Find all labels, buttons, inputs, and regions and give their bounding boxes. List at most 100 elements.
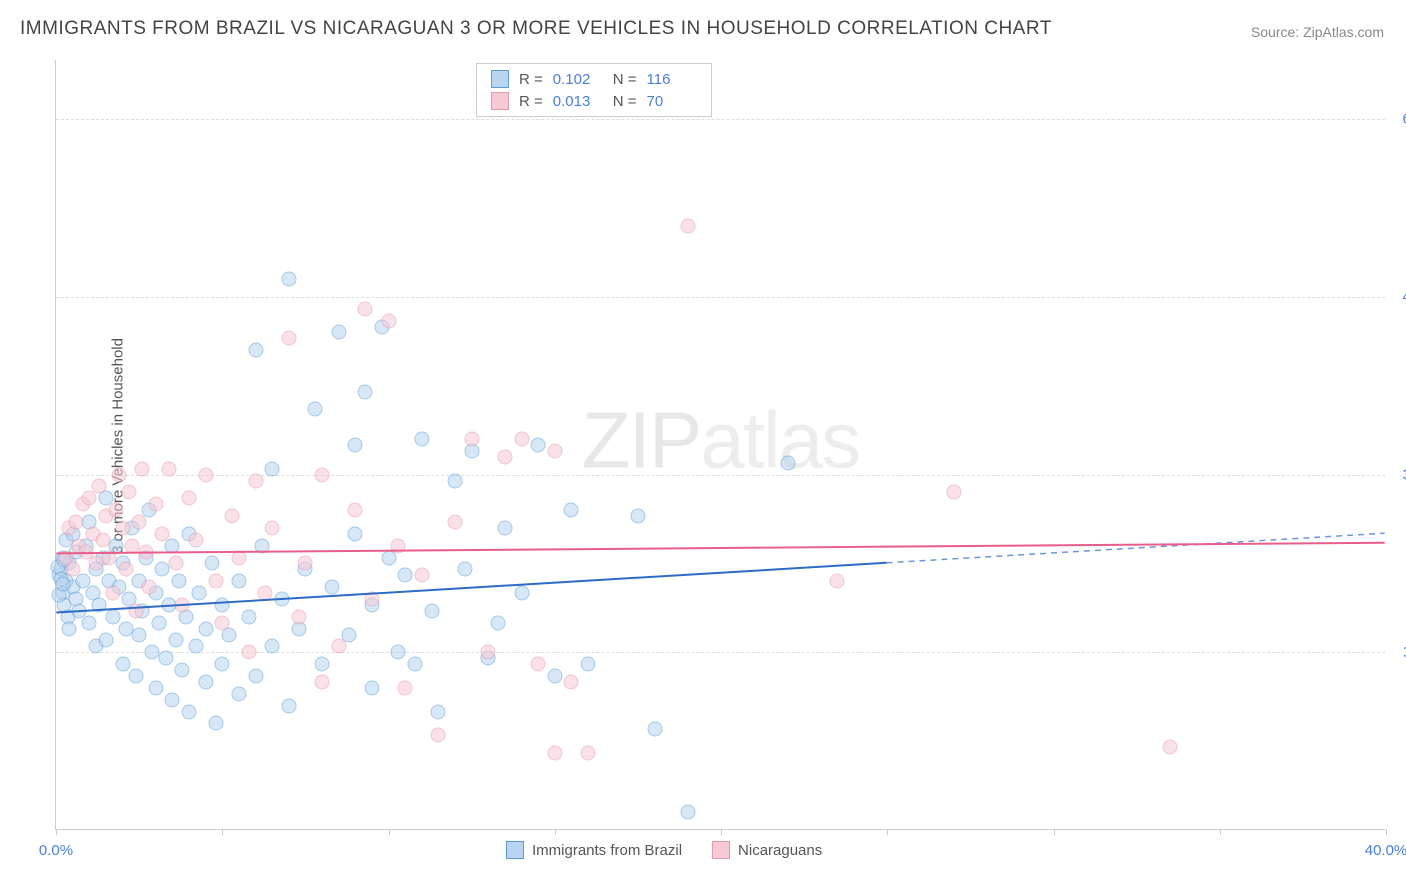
scatter-point xyxy=(248,343,263,358)
scatter-point xyxy=(448,473,463,488)
scatter-point xyxy=(231,550,246,565)
scatter-point xyxy=(431,704,446,719)
scatter-point xyxy=(122,485,137,500)
scatter-point xyxy=(115,520,130,535)
scatter-point xyxy=(241,645,256,660)
x-tick xyxy=(1386,829,1387,835)
scatter-point xyxy=(497,449,512,464)
scatter-point xyxy=(315,467,330,482)
scatter-point xyxy=(281,698,296,713)
scatter-point xyxy=(231,686,246,701)
x-tick xyxy=(555,829,556,835)
bottom-legend: Immigrants from Brazil Nicaraguans xyxy=(506,841,822,859)
scatter-point xyxy=(348,438,363,453)
x-tick-label: 0.0% xyxy=(39,842,73,859)
chart-title: IMMIGRANTS FROM BRAZIL VS NICARAGUAN 3 O… xyxy=(20,18,1052,40)
scatter-point xyxy=(65,562,80,577)
scatter-point xyxy=(132,515,147,530)
scatter-point xyxy=(414,568,429,583)
legend-label-0: Immigrants from Brazil xyxy=(532,842,682,859)
scatter-point xyxy=(464,432,479,447)
scatter-point xyxy=(175,663,190,678)
y-tick-label: 45.0% xyxy=(1390,288,1406,305)
scatter-point xyxy=(155,526,170,541)
scatter-point xyxy=(547,746,562,761)
scatter-point xyxy=(188,639,203,654)
scatter-point xyxy=(248,473,263,488)
scatter-point xyxy=(358,301,373,316)
scatter-point xyxy=(165,538,180,553)
r-label: R = xyxy=(519,93,543,110)
scatter-point xyxy=(680,218,695,233)
scatter-point xyxy=(531,438,546,453)
scatter-point xyxy=(381,550,396,565)
scatter-point xyxy=(581,746,596,761)
scatter-point xyxy=(112,467,127,482)
scatter-point xyxy=(152,615,167,630)
stats-legend: R = 0.102 N = 116 R = 0.013 N = 70 xyxy=(476,63,712,117)
gridline xyxy=(56,119,1385,120)
scatter-point xyxy=(205,556,220,571)
scatter-point xyxy=(281,331,296,346)
n-label: N = xyxy=(613,93,637,110)
plot-area: ZIPatlas 15.0%30.0%45.0%60.0% 0.0%40.0% … xyxy=(55,60,1385,830)
scatter-point xyxy=(780,455,795,470)
r-value-0: 0.102 xyxy=(553,71,603,88)
scatter-point xyxy=(168,556,183,571)
scatter-point xyxy=(481,645,496,660)
y-tick-label: 30.0% xyxy=(1390,466,1406,483)
scatter-point xyxy=(291,609,306,624)
watermark: ZIPatlas xyxy=(582,394,859,486)
scatter-point xyxy=(448,515,463,530)
swatch-series-1 xyxy=(491,92,509,110)
scatter-point xyxy=(208,574,223,589)
scatter-point xyxy=(348,503,363,518)
n-value-1: 70 xyxy=(647,93,697,110)
scatter-point xyxy=(108,503,123,518)
scatter-point xyxy=(514,586,529,601)
scatter-point xyxy=(241,609,256,624)
scatter-point xyxy=(255,538,270,553)
scatter-point xyxy=(514,432,529,447)
scatter-point xyxy=(105,586,120,601)
scatter-point xyxy=(265,639,280,654)
scatter-point xyxy=(182,491,197,506)
stats-row-series-0: R = 0.102 N = 116 xyxy=(491,68,697,90)
scatter-point xyxy=(431,728,446,743)
scatter-point xyxy=(248,669,263,684)
legend-swatch-1 xyxy=(712,841,730,859)
scatter-point xyxy=(92,597,107,612)
scatter-point xyxy=(491,615,506,630)
scatter-point xyxy=(135,461,150,476)
x-tick xyxy=(1054,829,1055,835)
y-tick-label: 15.0% xyxy=(1390,644,1406,661)
scatter-point xyxy=(398,680,413,695)
x-tick xyxy=(887,829,888,835)
scatter-point xyxy=(391,538,406,553)
scatter-point xyxy=(162,461,177,476)
scatter-point xyxy=(424,603,439,618)
x-tick xyxy=(721,829,722,835)
scatter-point xyxy=(231,574,246,589)
legend-label-1: Nicaraguans xyxy=(738,842,822,859)
scatter-point xyxy=(198,467,213,482)
scatter-point xyxy=(414,432,429,447)
scatter-point xyxy=(547,669,562,684)
scatter-point xyxy=(168,633,183,648)
scatter-point xyxy=(95,532,110,547)
scatter-point xyxy=(128,669,143,684)
scatter-point xyxy=(946,485,961,500)
scatter-point xyxy=(148,680,163,695)
y-tick-label: 60.0% xyxy=(1390,111,1406,128)
scatter-point xyxy=(331,325,346,340)
r-value-1: 0.013 xyxy=(553,93,603,110)
n-label: N = xyxy=(613,71,637,88)
scatter-point xyxy=(680,805,695,820)
scatter-point xyxy=(581,657,596,672)
scatter-point xyxy=(118,562,133,577)
scatter-point xyxy=(630,509,645,524)
scatter-point xyxy=(62,621,77,636)
scatter-point xyxy=(182,704,197,719)
scatter-point xyxy=(308,402,323,417)
scatter-point xyxy=(830,574,845,589)
